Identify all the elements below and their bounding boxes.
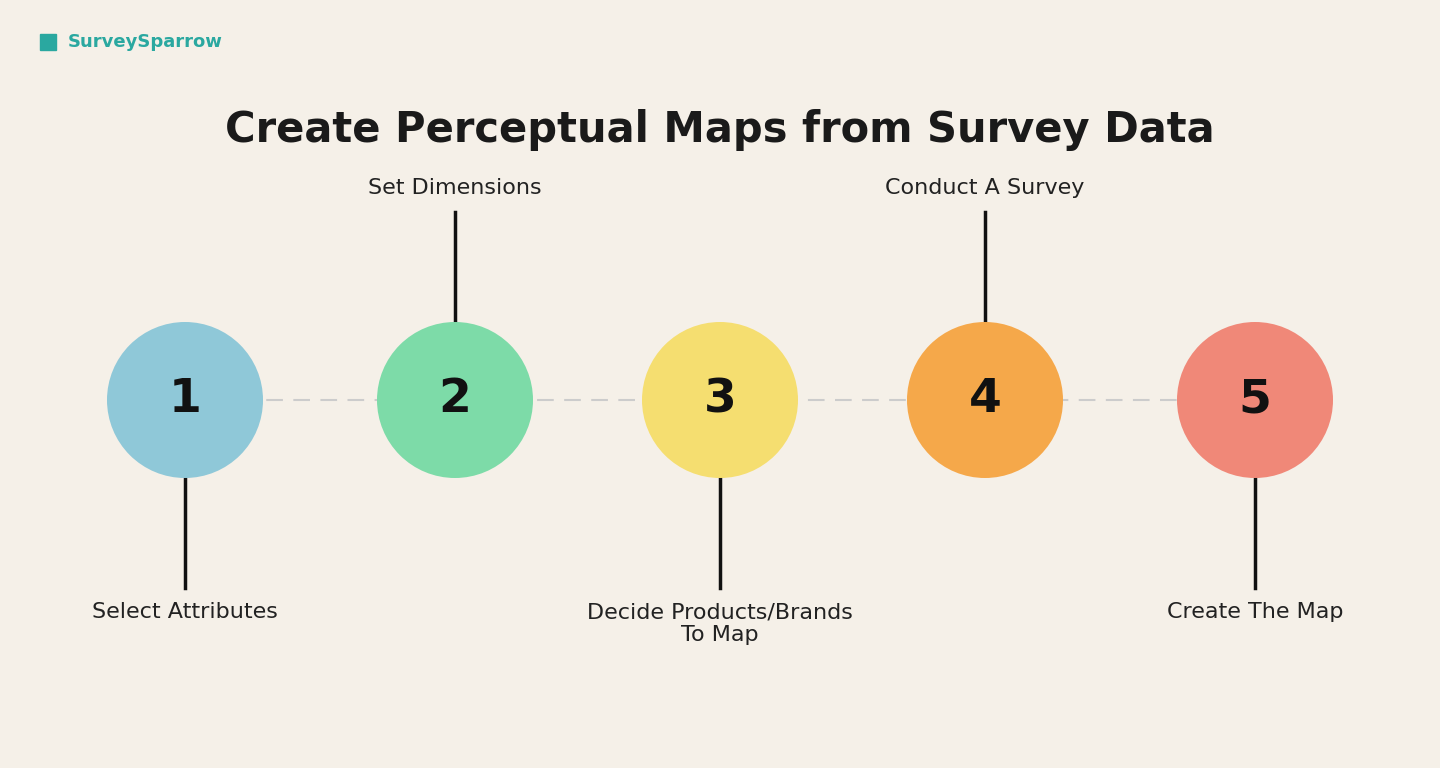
Text: SurveySparrow: SurveySparrow bbox=[68, 33, 223, 51]
Text: Create The Map: Create The Map bbox=[1166, 602, 1344, 622]
Circle shape bbox=[907, 322, 1063, 478]
Text: 2: 2 bbox=[439, 378, 471, 422]
Text: Decide Products/Brands
To Map: Decide Products/Brands To Map bbox=[588, 602, 852, 645]
Circle shape bbox=[642, 322, 798, 478]
Text: 5: 5 bbox=[1238, 378, 1272, 422]
Text: Set Dimensions: Set Dimensions bbox=[369, 178, 541, 198]
Text: Create Perceptual Maps from Survey Data: Create Perceptual Maps from Survey Data bbox=[225, 109, 1215, 151]
Text: Select Attributes: Select Attributes bbox=[92, 602, 278, 622]
Text: Conduct A Survey: Conduct A Survey bbox=[886, 178, 1084, 198]
Circle shape bbox=[377, 322, 533, 478]
Circle shape bbox=[107, 322, 264, 478]
Text: 4: 4 bbox=[969, 378, 1001, 422]
Text: 3: 3 bbox=[704, 378, 736, 422]
Text: 1: 1 bbox=[168, 378, 202, 422]
Circle shape bbox=[1176, 322, 1333, 478]
